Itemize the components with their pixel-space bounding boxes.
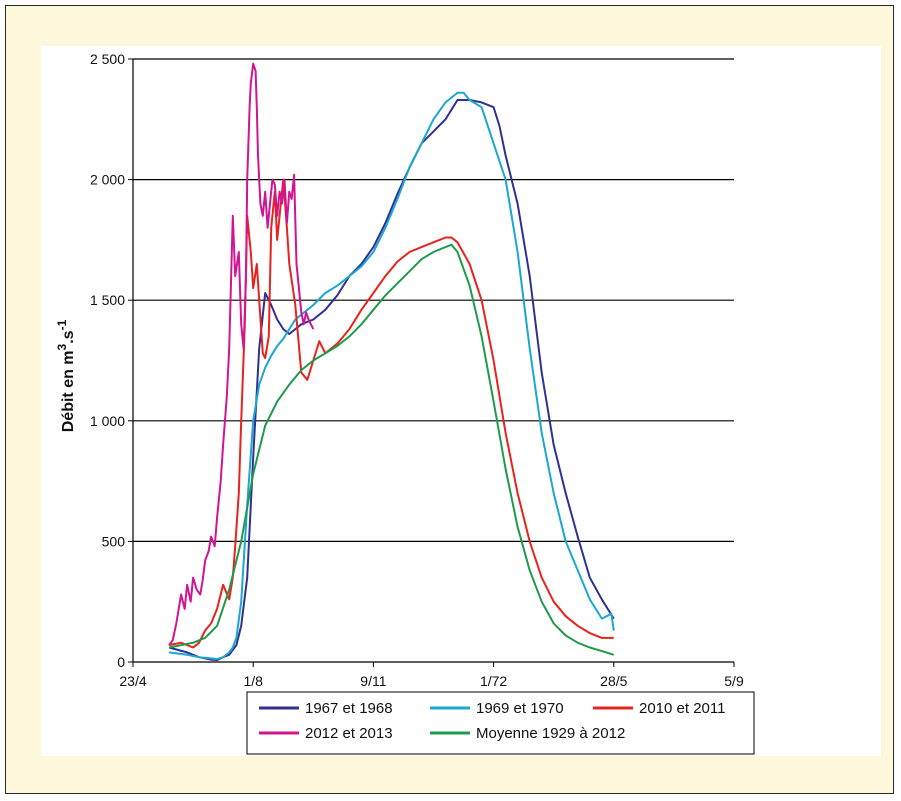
chart-svg: 0 500 1 000 1 500 2 000 2 500 23/4 1/8 9/11 1/72 2… [55, 51, 755, 755]
series-line [168, 62, 315, 646]
y-tick-label: 0 [117, 654, 125, 670]
x-tick-label: 9/11 [360, 673, 386, 689]
y-axis-label: Débit en m3.s-1 [55, 319, 77, 432]
x-tick-label: 1/72 [480, 673, 507, 689]
series-line [168, 99, 615, 662]
axes: 0 500 1 000 1 500 2 000 2 500 23/4 1/8 9/11 1/72 2… [90, 51, 744, 689]
x-tick-label: 28/5 [600, 673, 627, 689]
legend-label: 2012 et 2013 [305, 725, 393, 742]
legend-label: 1969 et 1970 [476, 700, 564, 717]
chart-frame: 0 500 1 000 1 500 2 000 2 500 23/4 1/8 9/11 1/72 2… [5, 5, 894, 794]
series-line [168, 91, 615, 661]
gridlines [133, 58, 734, 542]
series-line [168, 178, 614, 649]
x-tick-label: 23/4 [119, 673, 146, 689]
y-tick-label: 500 [102, 533, 126, 549]
legend-label: 2010 et 2011 [639, 700, 725, 717]
y-tick-label: 1 000 [90, 413, 125, 429]
series-line [168, 243, 615, 656]
y-tick-label: 1 500 [90, 292, 125, 308]
legend-label: 1967 et 1968 [305, 700, 393, 717]
legend: 1967 et 1968 1969 et 1970 2010 et 2011 2012… [246, 691, 755, 755]
y-tick-label: 2 000 [90, 172, 125, 188]
y-tick-label: 2 500 [90, 51, 125, 67]
series-group [168, 62, 615, 662]
legend-box [246, 691, 755, 755]
x-tick-label: 5/9 [724, 673, 744, 689]
legend-label: Moyenne 1929 à 2012 [476, 725, 625, 742]
plot-background: 0 500 1 000 1 500 2 000 2 500 23/4 1/8 9/11 1/72 2… [41, 46, 881, 756]
x-tick-label: 1/8 [243, 673, 263, 689]
